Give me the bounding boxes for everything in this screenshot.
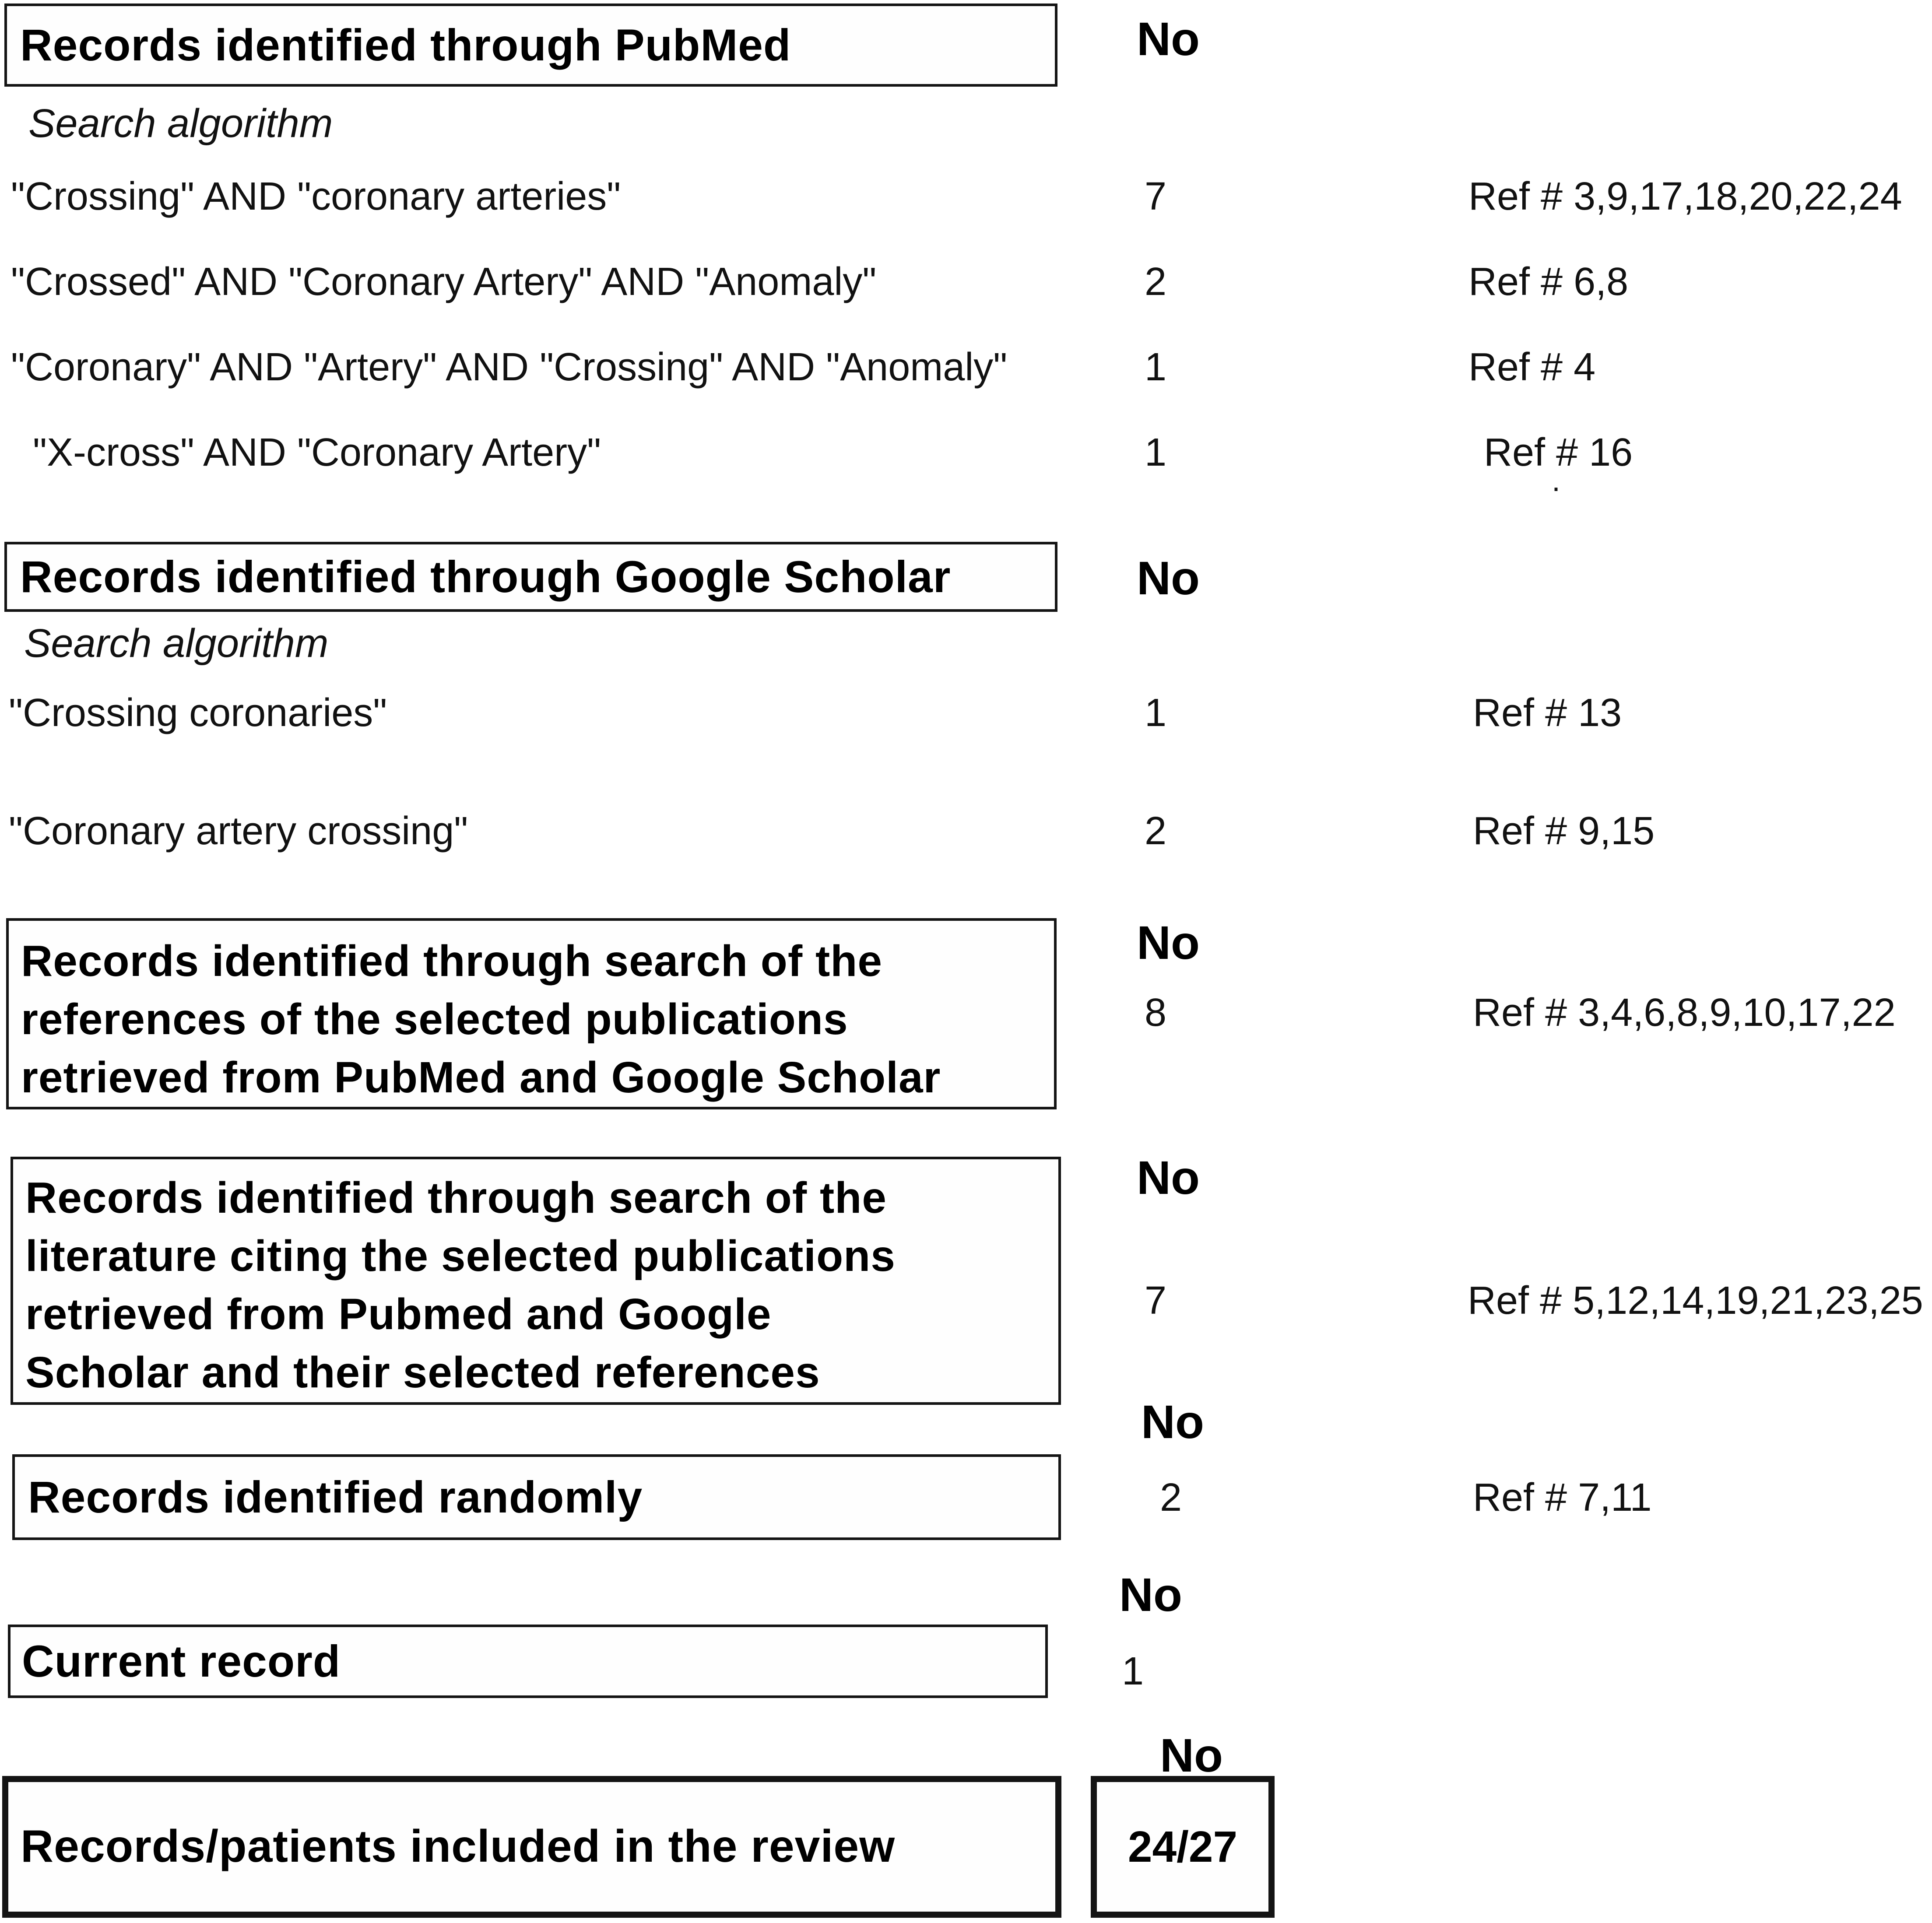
count-value: 7 — [1145, 175, 1167, 218]
references-search-box: Records identified through search of the… — [6, 918, 1057, 1109]
references-search-count-header: No — [1137, 916, 1200, 969]
included-total-box: 24/27 — [1091, 1776, 1275, 1918]
count-value: 1 — [1145, 431, 1167, 474]
current-record-count-header: No — [1119, 1568, 1182, 1621]
refs-value: Ref # 6,8 — [1468, 260, 1629, 304]
count-value: 2 — [1145, 260, 1167, 304]
pubmed-box: Records identified through PubMed — [4, 4, 1057, 87]
random-box: Records identified randomly — [12, 1454, 1061, 1540]
query-text: "X-cross" AND "Coronary Artery" — [33, 431, 601, 474]
citing-search-box: Records identified through search of the… — [11, 1157, 1061, 1405]
refs-value: Ref # 16 — [1484, 431, 1633, 474]
query-text: "Crossed" AND "Coronary Artery" AND "Ano… — [11, 260, 877, 304]
random-count-header: No — [1141, 1395, 1204, 1448]
included-title: Records/patients included in the review — [21, 1821, 896, 1872]
google-scholar-title: Records identified through Google Schola… — [20, 551, 951, 602]
references-search-title: Records identified through search of the… — [21, 937, 941, 1102]
random-title: Records identified randomly — [28, 1472, 643, 1522]
pubmed-count-header: No — [1137, 12, 1200, 65]
included-total-value: 24/27 — [1128, 1822, 1238, 1871]
refs-value: Ref # 9,15 — [1473, 809, 1655, 853]
query-text: "Coronary artery crossing" — [9, 809, 468, 853]
included-box: Records/patients included in the review — [2, 1776, 1061, 1918]
query-text: "Crossing coronaries" — [9, 691, 387, 735]
included-count-header: No — [1160, 1729, 1223, 1782]
refs-value: Ref # 4 — [1468, 345, 1596, 389]
count-value: 8 — [1145, 991, 1167, 1035]
stray-dot: . — [1552, 463, 1561, 498]
current-record-box: Current record — [8, 1625, 1048, 1698]
refs-value: Ref # 5,12,14,19,21,23,25 — [1468, 1279, 1923, 1323]
current-record-title: Current record — [22, 1636, 341, 1686]
citing-search-count-header: No — [1137, 1151, 1200, 1204]
google-scholar-count-header: No — [1137, 551, 1200, 604]
count-value: 2 — [1145, 809, 1167, 853]
count-value: 2 — [1160, 1476, 1182, 1519]
citing-search-title: Records identified through search of the… — [25, 1173, 896, 1397]
query-text: "Coronary" AND "Artery" AND "Crossing" A… — [11, 345, 1008, 389]
google-scholar-search-algorithm-label: Search algorithm — [24, 621, 329, 666]
refs-value: Ref # 3,4,6,8,9,10,17,22 — [1473, 991, 1896, 1035]
refs-value: Ref # 7,11 — [1473, 1476, 1652, 1519]
refs-value: Ref # 3,9,17,18,20,22,24 — [1468, 175, 1902, 218]
count-value: 1 — [1145, 345, 1167, 389]
refs-value: Ref # 13 — [1473, 691, 1622, 735]
pubmed-title: Records identified through PubMed — [20, 20, 791, 70]
google-scholar-box: Records identified through Google Schola… — [4, 542, 1057, 612]
count-value: 7 — [1145, 1279, 1167, 1323]
pubmed-search-algorithm-label: Search algorithm — [28, 101, 333, 146]
count-value: 1 — [1122, 1649, 1144, 1693]
query-text: "Crossing" AND "coronary arteries" — [11, 175, 621, 218]
count-value: 1 — [1145, 691, 1167, 735]
